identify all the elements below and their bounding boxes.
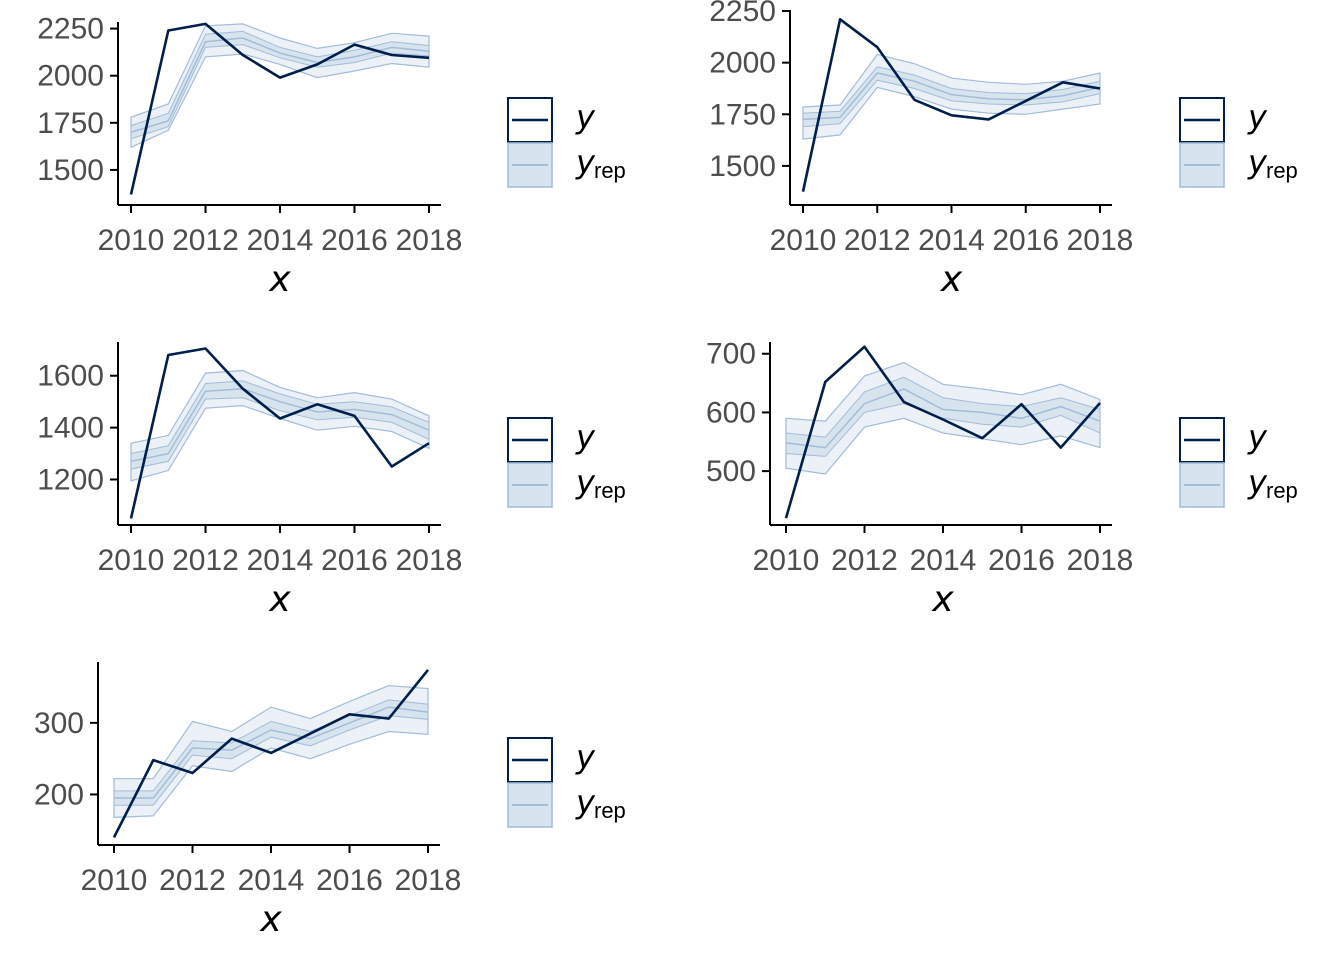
y-observed-line <box>112 669 430 838</box>
legend-y-label: y <box>575 738 596 776</box>
x-axis-title: x <box>931 579 954 620</box>
y-tick-label: 1750 <box>37 107 104 140</box>
x-axis-title: x <box>268 259 291 300</box>
x-tick-label: 2014 <box>238 864 305 897</box>
x-tick-label: 2012 <box>831 544 898 577</box>
y-tick-label: 600 <box>706 396 756 429</box>
yrep-outer-band <box>130 23 430 149</box>
yrep-inner-band <box>785 376 1101 457</box>
x-tick-label: 2014 <box>918 224 985 257</box>
x-tick-label: 2010 <box>98 544 165 577</box>
y-tick-label: 2250 <box>709 0 776 28</box>
y-tick-label: 300 <box>34 707 84 740</box>
x-tick-label: 2010 <box>98 224 165 257</box>
legend-yrep-subscript: rep <box>1266 478 1298 503</box>
x-tick-label: 2014 <box>910 544 977 577</box>
legend-yrep-subscript: rep <box>594 158 626 183</box>
y-observed-line <box>129 22 430 195</box>
yrep-inner-band <box>802 66 1101 128</box>
y-tick-label: 2000 <box>709 47 776 80</box>
x-tick-label: 2016 <box>988 544 1055 577</box>
x-tick-label: 2016 <box>321 544 388 577</box>
legend-y-label: y <box>575 98 596 136</box>
legend-yrep-label: y <box>1247 143 1268 181</box>
yrep-outer-band <box>130 369 430 482</box>
x-tick-label: 2018 <box>395 864 462 897</box>
yrep-inner-band <box>113 699 429 806</box>
yrep-inner-band <box>130 30 430 140</box>
x-tick-label: 2014 <box>247 224 314 257</box>
yrep-median-line <box>785 388 1101 449</box>
y-tick-label: 200 <box>34 778 84 811</box>
x-tick-label: 2018 <box>1067 544 1134 577</box>
x-tick-label: 2018 <box>396 544 463 577</box>
y-observed-line <box>129 347 430 519</box>
x-tick-label: 2012 <box>159 864 226 897</box>
x-tick-label: 2016 <box>992 224 1059 257</box>
yrep-median-line <box>114 706 429 799</box>
legend-yrep-subscript: rep <box>1266 158 1298 183</box>
legend-yrep-subscript: rep <box>594 798 626 823</box>
yrep-inner-band <box>130 380 430 470</box>
x-axis-title: x <box>268 579 291 620</box>
y-tick-label: 2250 <box>37 13 104 46</box>
y-tick-label: 1750 <box>709 98 776 131</box>
x-tick-label: 2014 <box>247 544 314 577</box>
x-tick-label: 2012 <box>844 224 911 257</box>
yrep-median-line <box>802 72 1101 121</box>
x-tick-label: 2018 <box>396 224 463 257</box>
panel-2: 1500 1750 2000 2250 2010 2012 2014 2016 2018 x yy r… <box>709 0 1298 300</box>
y-tick-label: 1500 <box>709 150 776 183</box>
y-tick-label: 700 <box>706 338 756 371</box>
y-tick-label: 1600 <box>37 360 104 393</box>
y-tick-label: 2000 <box>37 60 104 93</box>
y-observed-line <box>784 345 1101 519</box>
x-tick-label: 2012 <box>172 544 239 577</box>
legend-yrep-label: y <box>575 783 596 821</box>
x-tick-label: 2012 <box>172 224 239 257</box>
x-axis-title: x <box>940 259 963 300</box>
y-tick-label: 1500 <box>37 154 104 187</box>
panel-1: 1500 1750 2000 2250 2010 2012 2014 2016 2018 x yy r… <box>37 13 626 300</box>
x-tick-label: 2018 <box>1067 224 1134 257</box>
legend-yrep-subscript: rep <box>594 478 626 503</box>
x-tick-label: 2010 <box>770 224 837 257</box>
legend-y-label: y <box>575 418 596 456</box>
y-tick-label: 500 <box>706 455 756 488</box>
x-axis-title: x <box>259 899 282 940</box>
y-observed-line <box>801 17 1101 192</box>
x-tick-label: 2016 <box>316 864 383 897</box>
y-tick-label: 1400 <box>37 412 104 445</box>
legend-y-label: y <box>1247 98 1268 136</box>
legend-y-label: y <box>1247 418 1268 456</box>
x-tick-label: 2016 <box>321 224 388 257</box>
legend-yrep-label: y <box>575 143 596 181</box>
x-tick-label: 2010 <box>753 544 820 577</box>
legend-yrep-label: y <box>575 463 596 501</box>
legend-yrep-label: y <box>1247 463 1268 501</box>
yrep-median-line <box>130 387 430 463</box>
y-tick-label: 1200 <box>37 463 104 496</box>
x-tick-label: 2010 <box>81 864 148 897</box>
